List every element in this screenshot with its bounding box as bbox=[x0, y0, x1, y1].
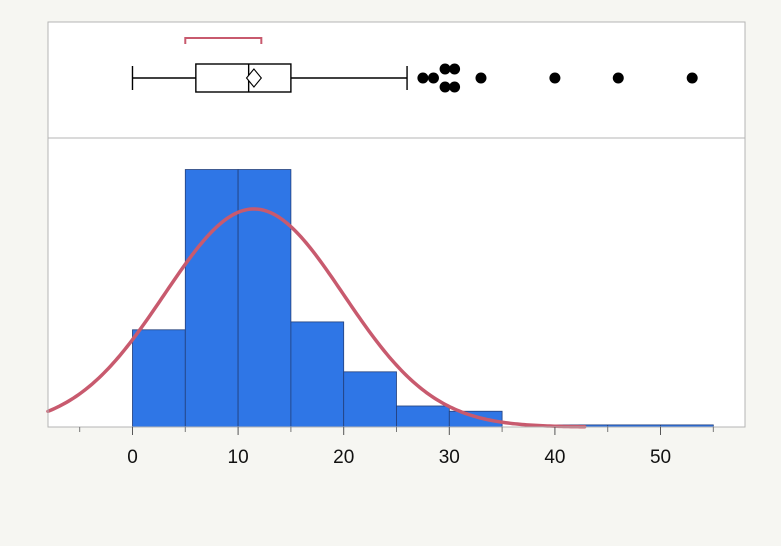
x-tick-label: 40 bbox=[544, 447, 565, 468]
outlier-point bbox=[417, 72, 429, 84]
outlier-point bbox=[449, 63, 461, 75]
outlier-point bbox=[449, 81, 461, 93]
histogram-bar bbox=[237, 169, 292, 428]
box-plot bbox=[131, 37, 698, 93]
outlier-point bbox=[427, 72, 439, 84]
mean-diamond bbox=[245, 68, 263, 88]
x-tick-label: 10 bbox=[228, 447, 249, 468]
normal-curve bbox=[46, 207, 587, 429]
x-tick-label: 0 bbox=[127, 447, 138, 468]
histogram-bar bbox=[396, 405, 450, 428]
outlier-point bbox=[439, 63, 451, 75]
histogram-bars bbox=[132, 169, 714, 428]
outlier-point bbox=[686, 72, 698, 84]
outlier-point bbox=[612, 72, 624, 84]
x-axis: 0 10 20 30 40 50 bbox=[79, 427, 714, 468]
outlier-point bbox=[549, 72, 561, 84]
x-tick-label: 50 bbox=[650, 447, 671, 468]
histogram-bar bbox=[448, 410, 503, 428]
outlier-point bbox=[439, 81, 451, 93]
histogram-bar bbox=[184, 169, 239, 428]
shortest-half-bracket bbox=[184, 37, 263, 44]
x-tick-label: 20 bbox=[333, 447, 354, 468]
histogram-bar bbox=[343, 371, 397, 428]
histogram-bar bbox=[132, 329, 186, 428]
outlier-point bbox=[475, 72, 487, 84]
x-tick-label: 30 bbox=[439, 447, 460, 468]
iqr-box bbox=[195, 63, 292, 93]
histogram-bar bbox=[290, 321, 345, 428]
